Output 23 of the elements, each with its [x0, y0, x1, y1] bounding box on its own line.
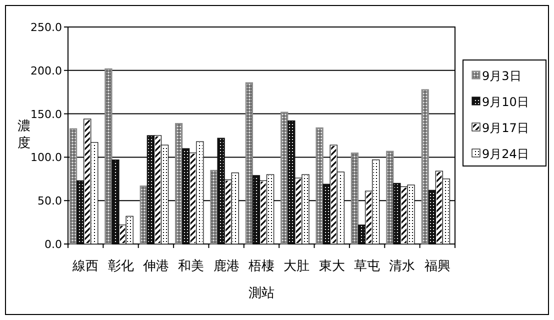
x-tick-label: 梧棲 — [248, 259, 274, 274]
x-tick-label: 和美 — [178, 258, 204, 274]
x-tick-label: 鹿港 — [213, 259, 240, 274]
y-tick-label: 100.0 — [30, 151, 62, 164]
y-axis-title: 濃度 — [18, 119, 30, 151]
y-tick-label: 50.0 — [38, 194, 62, 208]
y-tick-label: 0.0 — [44, 238, 62, 251]
x-axis-title: 測站 — [248, 286, 274, 301]
legend-label: 9月10日 — [482, 95, 529, 109]
x-tick-label: 清水 — [389, 259, 416, 274]
x-tick-label: 福興 — [424, 259, 450, 274]
x-tick-label: 東大 — [318, 259, 345, 274]
x-tick-label: 大肚 — [284, 259, 310, 274]
y-tick-label: 250.0 — [30, 21, 62, 34]
x-tick-label: 草屯 — [354, 259, 380, 274]
y-tick-label: 200.0 — [30, 64, 62, 78]
x-tick-label: 線西 — [72, 259, 99, 274]
legend-label: 9月17日 — [482, 121, 529, 135]
x-tick-label: 伸港 — [142, 259, 169, 274]
legend-label: 9月3日 — [482, 69, 522, 83]
legend-label: 9月24日 — [482, 147, 529, 161]
y-tick-label: 150.0 — [30, 108, 62, 121]
x-tick-label: 彰化 — [108, 259, 134, 274]
